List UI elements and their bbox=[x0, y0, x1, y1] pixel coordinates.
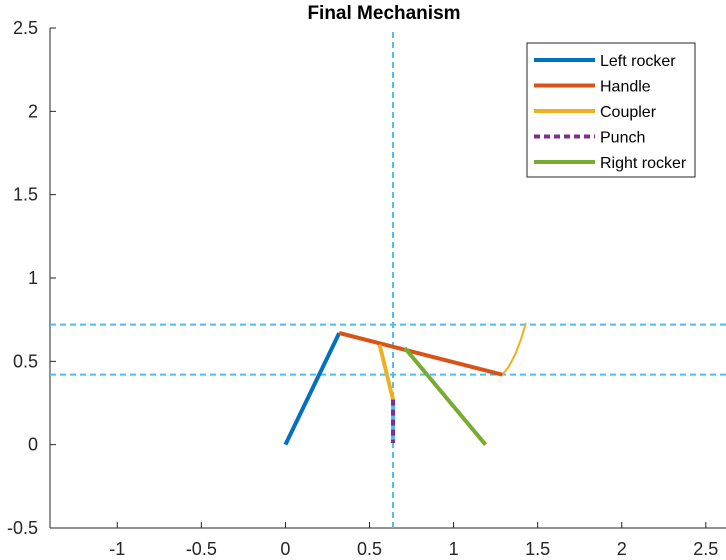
y-tick-label: 2 bbox=[28, 101, 38, 121]
x-tick-label: 0 bbox=[280, 539, 290, 559]
series-handle bbox=[338, 331, 503, 377]
x-tick-label: 0.5 bbox=[357, 539, 382, 559]
legend: Left rocker Handle Coupler Punch Right rocke… bbox=[526, 42, 696, 178]
y-tick-label: -0.5 bbox=[7, 518, 38, 538]
x-tick-label: 2.5 bbox=[693, 539, 718, 559]
legend-label-left-rocker: Left rocker bbox=[600, 53, 676, 70]
x-tick-label: 1.5 bbox=[525, 539, 550, 559]
legend-label-punch: Punch bbox=[600, 130, 645, 147]
y-tick-label: 1.5 bbox=[13, 185, 38, 205]
x-tick-label: -1 bbox=[109, 539, 125, 559]
x-tick-label: 2 bbox=[617, 539, 627, 559]
series-right-rocker bbox=[403, 346, 488, 446]
y-tick-label: 1 bbox=[28, 268, 38, 288]
legend-label-right-rocker: Right rocker bbox=[600, 155, 687, 172]
series-left-rocker bbox=[283, 332, 342, 446]
legend-label-coupler: Coupler bbox=[600, 104, 657, 121]
x-tick-label: -0.5 bbox=[186, 539, 217, 559]
y-tick-label: 0 bbox=[28, 435, 38, 455]
series-coupler bbox=[377, 344, 395, 401]
legend-label-handle: Handle bbox=[600, 79, 651, 96]
chart-title: Final Mechanism bbox=[307, 3, 460, 24]
y-tick-label: 0.5 bbox=[13, 351, 38, 371]
y-tick-label: 2.5 bbox=[13, 18, 38, 38]
x-tick-label: 1 bbox=[449, 539, 459, 559]
coupler-trace-line bbox=[501, 322, 527, 376]
plot-area: -0.5 0 0.5 1 1.5 2 2.5 -1 -0.5 0 0.5 1 1.5 2 2.5 bbox=[7, 18, 726, 559]
